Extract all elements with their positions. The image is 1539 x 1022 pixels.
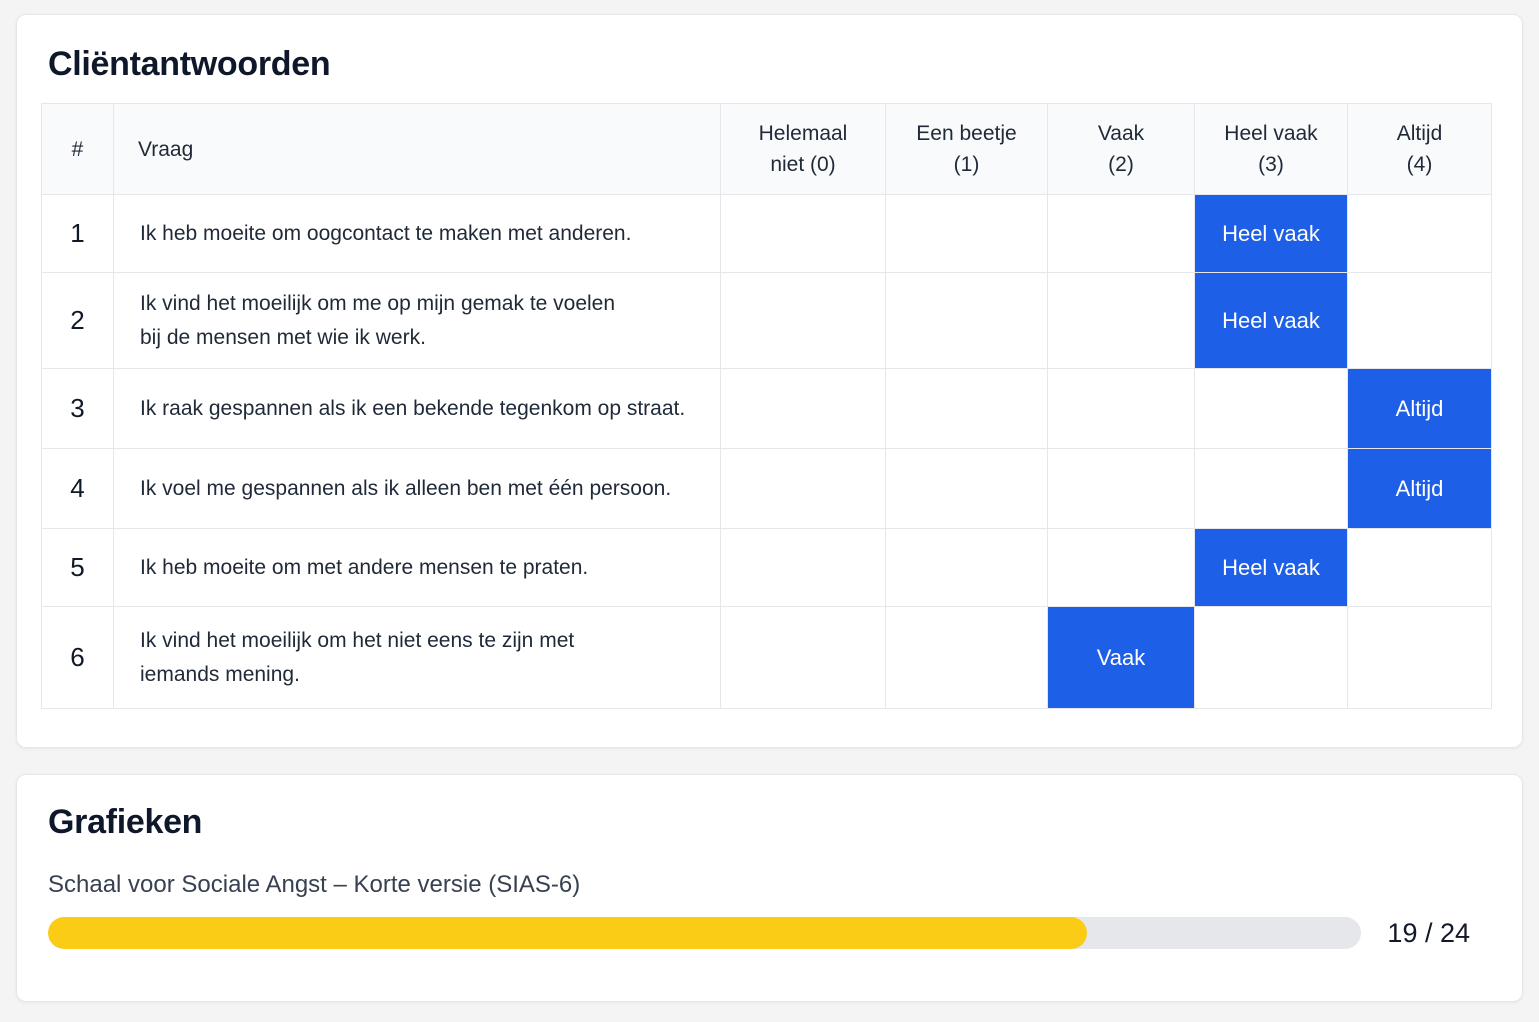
score-progress-fill	[48, 917, 1088, 949]
answer-cell	[1047, 194, 1195, 273]
answer-cell	[1347, 528, 1492, 607]
answer-cell	[720, 272, 886, 369]
table-header-row: # Vraag Helemaal niet (0) Een beetje (1)…	[41, 103, 1492, 195]
row-number: 2	[41, 272, 114, 369]
table-row: 4 Ik voel me gespannen als ik alleen ben …	[41, 448, 1492, 529]
answer-cell	[1347, 272, 1492, 369]
header-option-4: Altijd (4)	[1347, 103, 1492, 195]
answer-cell	[1047, 448, 1195, 529]
answer-cell	[1347, 194, 1492, 273]
charts-card: Grafieken Schaal voor Sociale Angst – Ko…	[16, 774, 1523, 1002]
table-row: 2 Ik vind het moeilijk om me op mijn gema…	[41, 272, 1492, 369]
header-option-0: Helemaal niet (0)	[720, 103, 886, 195]
header-option-1: Een beetje (1)	[885, 103, 1048, 195]
answer-cell	[1347, 606, 1492, 709]
selected-answer-cell: Heel vaak	[1194, 528, 1348, 607]
row-question: Ik heb moeite om met andere mensen te pr…	[113, 528, 721, 607]
table-row: 3 Ik raak gespannen als ik een bekende te…	[41, 368, 1492, 449]
charts-title: Grafieken	[48, 803, 203, 841]
row-question: Ik vind het moeilijk om het niet eens te…	[113, 606, 721, 709]
answer-cell	[885, 194, 1048, 273]
selected-answer-cell: Vaak	[1047, 606, 1195, 709]
header-question: Vraag	[113, 103, 721, 195]
answer-cell	[885, 606, 1048, 709]
answer-cell	[720, 448, 886, 529]
selected-answer-cell: Altijd	[1347, 448, 1492, 529]
answer-cell	[1194, 606, 1348, 709]
answer-cell	[1047, 368, 1195, 449]
row-question: Ik heb moeite om oogcontact te maken met…	[113, 194, 721, 273]
row-number: 1	[41, 194, 114, 273]
table-row: 1 Ik heb moeite om oogcontact te maken me…	[41, 194, 1492, 273]
selected-answer-cell: Heel vaak	[1194, 194, 1348, 273]
responses-table: # Vraag Helemaal niet (0) Een beetje (1)…	[41, 103, 1492, 709]
header-number: #	[41, 103, 114, 195]
row-question: Ik voel me gespannen als ik alleen ben m…	[113, 448, 721, 529]
answer-cell	[1194, 368, 1348, 449]
row-question: Ik vind het moeilijk om me op mijn gemak…	[113, 272, 721, 369]
selected-answer-cell: Heel vaak	[1194, 272, 1348, 369]
answer-cell	[1047, 528, 1195, 607]
answer-cell	[885, 448, 1048, 529]
score-label: 19 / 24	[1387, 918, 1470, 948]
row-number: 6	[41, 606, 114, 709]
answer-cell	[885, 272, 1048, 369]
row-number: 3	[41, 368, 114, 449]
answer-cell	[720, 606, 886, 709]
client-responses-card: Cliëntantwoorden # Vraag Helemaal niet (…	[16, 14, 1523, 748]
answer-cell	[720, 368, 886, 449]
table-row: 6 Ik vind het moeilijk om het niet eens t…	[41, 606, 1492, 709]
responses-table-body: 1 Ik heb moeite om oogcontact te maken me…	[41, 194, 1492, 709]
row-question: Ik raak gespannen als ik een bekende teg…	[113, 368, 721, 449]
answer-cell	[1047, 272, 1195, 369]
row-number: 5	[41, 528, 114, 607]
scale-name: Schaal voor Sociale Angst – Korte versie…	[48, 871, 581, 898]
answer-cell	[885, 528, 1048, 607]
responses-title: Cliëntantwoorden	[48, 45, 331, 83]
answer-cell	[885, 368, 1048, 449]
header-option-3: Heel vaak (3)	[1194, 103, 1348, 195]
selected-answer-cell: Altijd	[1347, 368, 1492, 449]
score-progress-bar	[48, 917, 1361, 949]
answer-cell	[720, 194, 886, 273]
row-number: 4	[41, 448, 114, 529]
header-option-2: Vaak (2)	[1047, 103, 1195, 195]
answer-cell	[1194, 448, 1348, 529]
answer-cell	[720, 528, 886, 607]
table-row: 5 Ik heb moeite om met andere mensen te p…	[41, 528, 1492, 607]
